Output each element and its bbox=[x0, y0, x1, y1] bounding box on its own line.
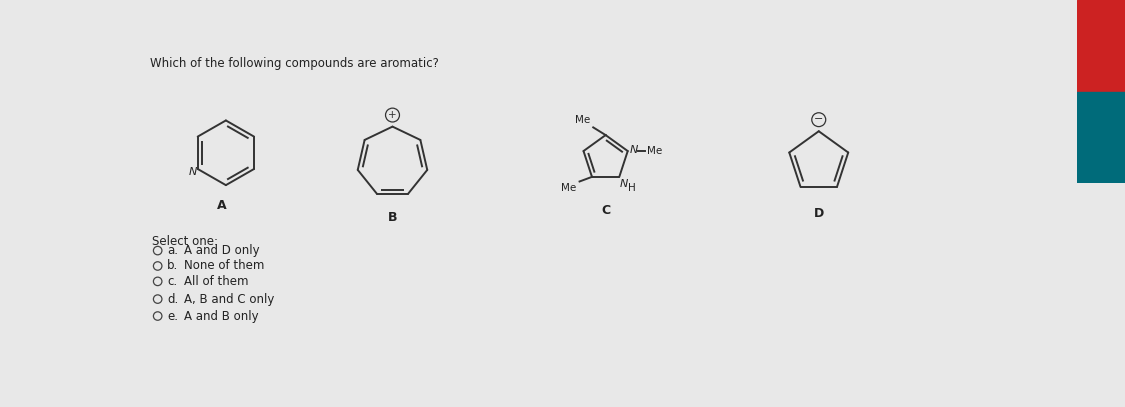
Text: −: − bbox=[814, 114, 824, 124]
Text: N: N bbox=[189, 167, 197, 177]
Text: c.: c. bbox=[166, 275, 177, 288]
Text: C: C bbox=[601, 204, 610, 217]
Text: D: D bbox=[813, 207, 824, 220]
Text: A and B only: A and B only bbox=[184, 310, 259, 322]
Text: Me: Me bbox=[575, 115, 591, 125]
Text: A, B and C only: A, B and C only bbox=[184, 293, 274, 306]
Text: None of them: None of them bbox=[184, 260, 264, 272]
Text: A: A bbox=[217, 199, 227, 212]
Text: N: N bbox=[630, 144, 638, 155]
Bar bbox=[1077, 92, 1125, 183]
Text: Me: Me bbox=[647, 146, 663, 156]
Text: e.: e. bbox=[166, 310, 178, 322]
Text: b.: b. bbox=[166, 260, 178, 272]
Text: A and D only: A and D only bbox=[184, 244, 260, 257]
Text: Select one:: Select one: bbox=[152, 235, 218, 248]
Text: +: + bbox=[388, 109, 397, 120]
Bar bbox=[1077, 0, 1125, 92]
Text: H: H bbox=[628, 183, 636, 193]
Text: All of them: All of them bbox=[184, 275, 249, 288]
Text: Which of the following compounds are aromatic?: Which of the following compounds are aro… bbox=[150, 57, 439, 70]
Text: d.: d. bbox=[166, 293, 178, 306]
Text: a.: a. bbox=[166, 244, 178, 257]
Text: N: N bbox=[620, 179, 629, 189]
Text: B: B bbox=[388, 211, 397, 224]
Text: Me: Me bbox=[561, 183, 576, 193]
